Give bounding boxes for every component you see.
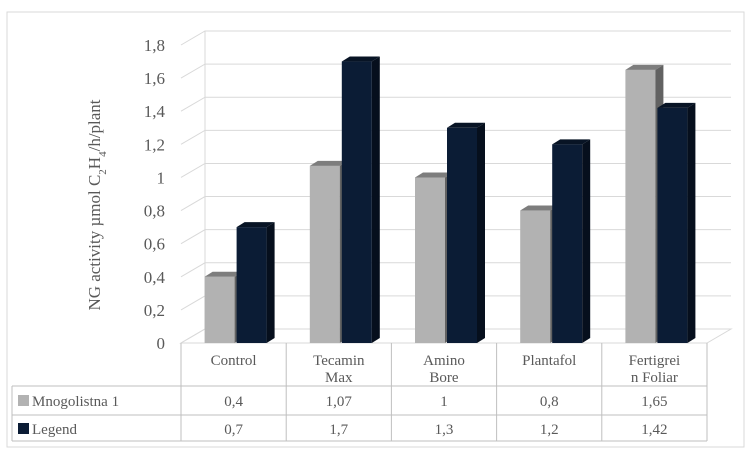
bar-legend-front: [447, 127, 477, 344]
bar-legend-top: [236, 222, 275, 228]
data-label: 1,3: [435, 422, 454, 438]
bar-legend-side: [582, 139, 591, 343]
legend-key: [18, 423, 29, 434]
bar-mnogolistna-top: [415, 172, 453, 178]
y-tick-label: 0,2: [144, 301, 165, 320]
y-axis-label: NG activity µmol C2H4/h/plant: [85, 99, 109, 310]
gridline: [180, 30, 731, 46]
category-label: Amino: [423, 353, 465, 369]
bar-mnogolistna-front: [309, 165, 340, 343]
gridline: [180, 129, 731, 145]
y-tick-label: 0: [157, 334, 166, 353]
legend-key: [18, 395, 29, 406]
data-label: 0,7: [224, 422, 243, 438]
y-tick-label: 0,6: [144, 235, 165, 254]
data-label: 0,8: [540, 394, 559, 410]
bar-mnogolistna: [520, 205, 559, 343]
bar-mnogolistna-top: [520, 205, 559, 211]
bar-mnogolistna-front: [415, 177, 445, 343]
category-label: Max: [325, 370, 353, 386]
bar-mnogolistna-top: [309, 160, 348, 166]
category-label: Tecamin: [313, 353, 365, 369]
bar-legend-front: [552, 144, 583, 343]
data-label: 1,65: [641, 394, 667, 410]
legend-label: Legend: [32, 422, 77, 438]
gridline: [180, 63, 731, 79]
y-tick-label: 1,2: [144, 135, 165, 154]
bars: [204, 56, 696, 344]
bar-legend-side: [687, 102, 696, 344]
y-tick-label: 1,8: [144, 36, 165, 55]
y-tick-label: 1,4: [144, 102, 166, 121]
category-label: n Foliar: [631, 370, 678, 386]
data-label: 1,2: [540, 422, 559, 438]
bar-legend-side: [266, 222, 275, 343]
bar-mnogolistna-front: [204, 276, 235, 343]
bar-legend: [236, 222, 275, 343]
y-tick-label: 1: [157, 168, 166, 187]
y-axis-ticks: 0 0,2 0,4 0,6 0,8 1 1,2 1,4 1,6 1,8: [144, 36, 166, 353]
category-label: Fertigrei: [629, 353, 681, 369]
data-label: 1,42: [641, 422, 667, 438]
data-label: 1,07: [326, 394, 353, 410]
bar-legend-top: [341, 56, 380, 62]
bar-legend-front: [236, 227, 267, 343]
y-tick-label: 0,8: [144, 202, 165, 221]
gridline: [180, 96, 731, 112]
bar-legend: [341, 56, 380, 344]
bar-mnogolistna-top: [204, 271, 243, 277]
bar-mnogolistna-front: [520, 210, 551, 343]
category-label: Plantafol: [522, 353, 576, 369]
category-label: Control: [211, 353, 257, 369]
bar-legend-top: [657, 102, 696, 108]
bar-legend-side: [477, 122, 485, 344]
bar-legend: [447, 122, 485, 344]
bar-legend-front: [657, 107, 688, 344]
bar-legend-front: [341, 61, 372, 344]
bar-mnogolistna-top: [625, 64, 664, 70]
y-tick-label: 1,6: [144, 69, 165, 88]
bar-legend-top: [447, 122, 485, 128]
legend-label: Mnogolistna 1: [32, 394, 119, 410]
bar-legend: [657, 102, 696, 344]
bar-legend: [552, 139, 591, 343]
data-label: 1,7: [329, 422, 348, 438]
data-label: 1: [440, 394, 448, 410]
bar-legend-top: [552, 139, 591, 145]
y-tick-label: 0,4: [144, 268, 166, 287]
bar-legend-side: [371, 56, 380, 344]
bar-mnogolistna-front: [625, 69, 656, 343]
data-label: 0,4: [224, 394, 243, 410]
category-label: Bore: [429, 370, 459, 386]
